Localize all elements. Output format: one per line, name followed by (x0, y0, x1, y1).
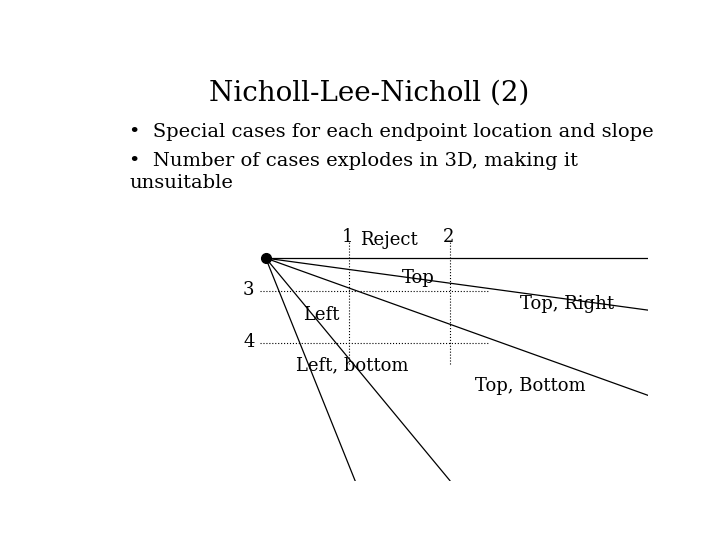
Text: 2: 2 (443, 228, 454, 246)
Text: Left, bottom: Left, bottom (296, 356, 408, 374)
Text: 3: 3 (243, 281, 255, 299)
Text: •  Number of cases explodes in 3D, making it
unsuitable: • Number of cases explodes in 3D, making… (129, 152, 578, 192)
Text: Reject: Reject (360, 231, 418, 248)
Text: Top: Top (402, 269, 434, 287)
Text: Top, Right: Top, Right (520, 295, 613, 313)
Text: Nicholl-Lee-Nicholl (2): Nicholl-Lee-Nicholl (2) (209, 79, 529, 106)
Text: Top, Bottom: Top, Bottom (475, 377, 585, 395)
Text: Left: Left (303, 306, 340, 324)
Text: 1: 1 (342, 228, 354, 246)
Text: •  Special cases for each endpoint location and slope: • Special cases for each endpoint locati… (129, 123, 654, 141)
Text: 4: 4 (243, 333, 255, 351)
